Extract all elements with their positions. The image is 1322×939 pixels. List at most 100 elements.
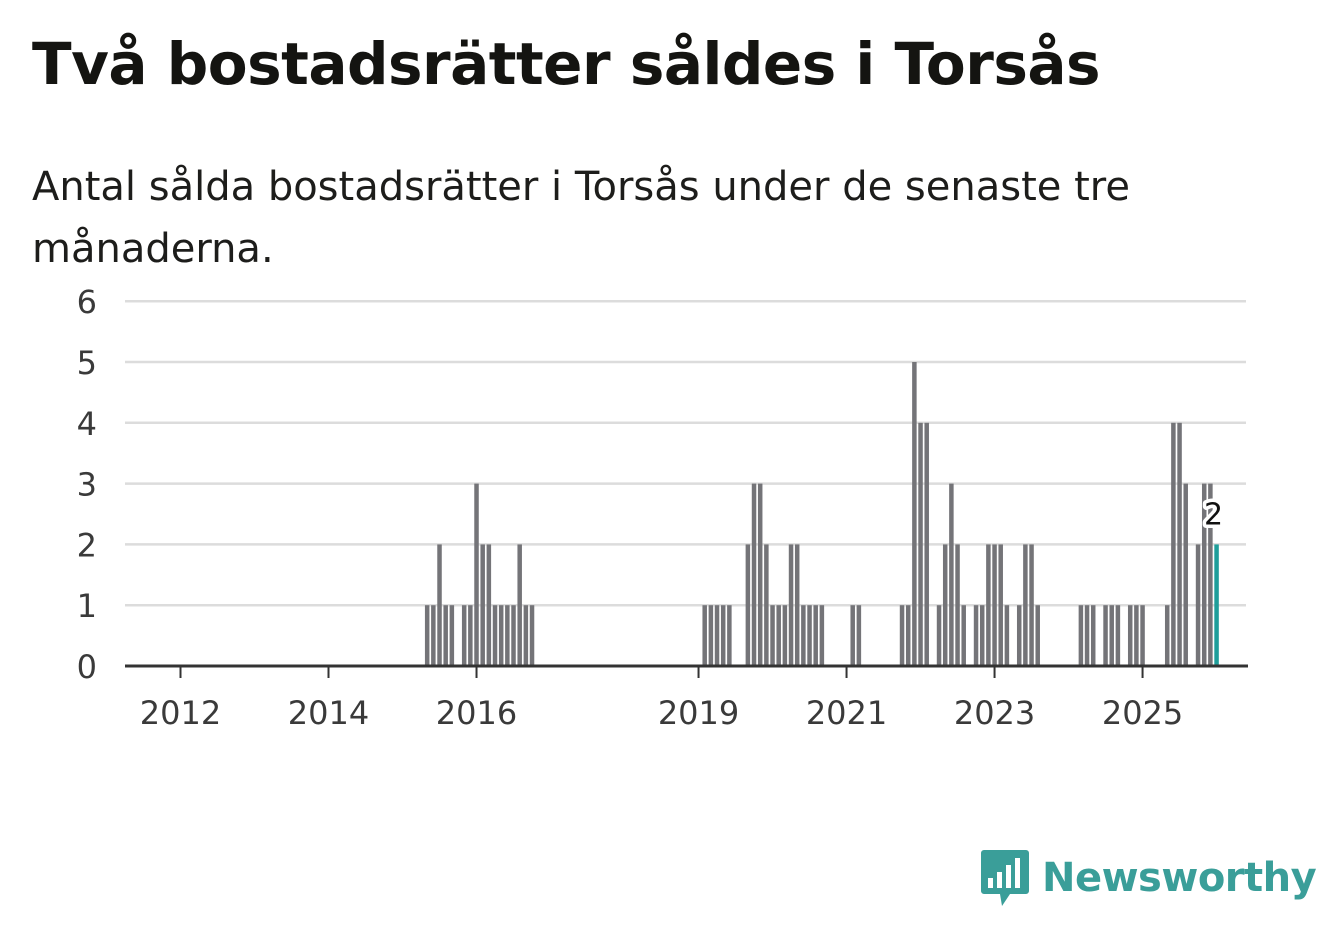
bar [474, 483, 479, 666]
bar [850, 605, 855, 666]
bar [973, 605, 979, 666]
bar [1201, 483, 1207, 666]
x-tick-label: 2023 [954, 694, 1035, 732]
brand-name: Newsworthy [1042, 855, 1317, 901]
bar [1177, 422, 1182, 666]
bar [1078, 605, 1084, 666]
bar [1035, 605, 1040, 666]
bar [1171, 422, 1176, 666]
bar [529, 605, 535, 666]
bar [492, 605, 498, 666]
x-tick-label: 2016 [436, 694, 517, 732]
bar [807, 605, 812, 666]
bar [461, 605, 467, 666]
bar [424, 605, 430, 666]
bar [961, 605, 966, 666]
x-tick-label: 2019 [658, 694, 739, 732]
bar [979, 605, 985, 666]
bar [1140, 605, 1145, 666]
y-tick-label: 2 [77, 526, 97, 564]
bar [1134, 605, 1139, 666]
bar [1109, 605, 1114, 666]
bar [924, 422, 929, 666]
bar [899, 605, 905, 666]
bar [720, 605, 726, 666]
bar [764, 544, 769, 666]
newsworthy-logo-icon [981, 850, 1029, 906]
bar [1195, 544, 1201, 666]
bar [1183, 483, 1188, 666]
bar [942, 544, 948, 666]
chart-subtitle: Antal sålda bostadsrätter i Torsås under… [32, 164, 1130, 272]
bar [782, 605, 788, 666]
bar [751, 483, 757, 666]
bar [1016, 605, 1022, 666]
bar [517, 544, 522, 666]
bar [955, 544, 960, 666]
bar [708, 605, 714, 666]
bar [986, 544, 991, 666]
bar [437, 544, 442, 666]
bar [1090, 605, 1096, 666]
bar [1127, 605, 1133, 666]
bar [794, 544, 800, 666]
bar [1164, 605, 1170, 666]
bar [936, 605, 942, 666]
bar [727, 605, 732, 666]
bar [1029, 544, 1034, 666]
bar [1084, 605, 1090, 666]
bar [856, 605, 862, 666]
gridlines [125, 299, 1246, 607]
bar-highlight [1214, 544, 1219, 666]
bar [498, 605, 504, 666]
bar [511, 605, 516, 666]
bar [788, 544, 794, 666]
bar [443, 605, 448, 666]
bar [449, 605, 455, 666]
x-tick-label: 2014 [288, 694, 369, 732]
bar [1115, 605, 1121, 666]
bar [998, 544, 1003, 666]
y-tick-label: 6 [77, 283, 97, 321]
bar-chart: 0 1 2 3 4 5 6 2012 2014 2016 2019 2021 2023 2025 2 [77, 283, 1248, 732]
value-label: 2 [1204, 497, 1223, 532]
bar [1023, 544, 1028, 666]
bar [757, 483, 763, 666]
bar [714, 605, 720, 666]
x-tick-label: 2025 [1102, 694, 1183, 732]
y-tick-label: 3 [77, 466, 97, 504]
bar [702, 605, 707, 666]
bar [949, 483, 954, 666]
bar [992, 544, 997, 666]
y-tick-label: 1 [77, 587, 97, 625]
bar [1103, 605, 1108, 666]
bar [819, 605, 825, 666]
bar [431, 605, 436, 666]
bar [1004, 605, 1010, 666]
x-tick-label: 2021 [806, 694, 887, 732]
bar [813, 605, 818, 666]
y-axis-ticks: 0 1 2 3 4 5 6 [77, 283, 97, 686]
bar [918, 422, 923, 666]
bars [424, 362, 1219, 666]
bar [480, 544, 485, 666]
annotations: 2 [1201, 494, 1227, 536]
y-tick-label: 0 [77, 648, 97, 686]
bar [505, 605, 510, 666]
bar [905, 605, 911, 666]
newsworthy-logo: Newsworthy [980, 848, 1317, 908]
x-axis-ticks: 2012 2014 2016 2019 2021 2023 2025 [140, 666, 1183, 732]
y-tick-label: 4 [77, 405, 97, 443]
bar [486, 544, 492, 666]
bar [468, 605, 473, 666]
x-tick-label: 2012 [140, 694, 221, 732]
bar [776, 605, 781, 666]
y-tick-label: 5 [77, 344, 97, 382]
bar [745, 544, 751, 666]
bar [770, 605, 775, 666]
bar [1208, 483, 1213, 666]
bar [801, 605, 806, 666]
bar [523, 605, 529, 666]
chart-title: Två bostadsrätter såldes i Torsås [32, 30, 1101, 98]
bar [912, 362, 917, 666]
